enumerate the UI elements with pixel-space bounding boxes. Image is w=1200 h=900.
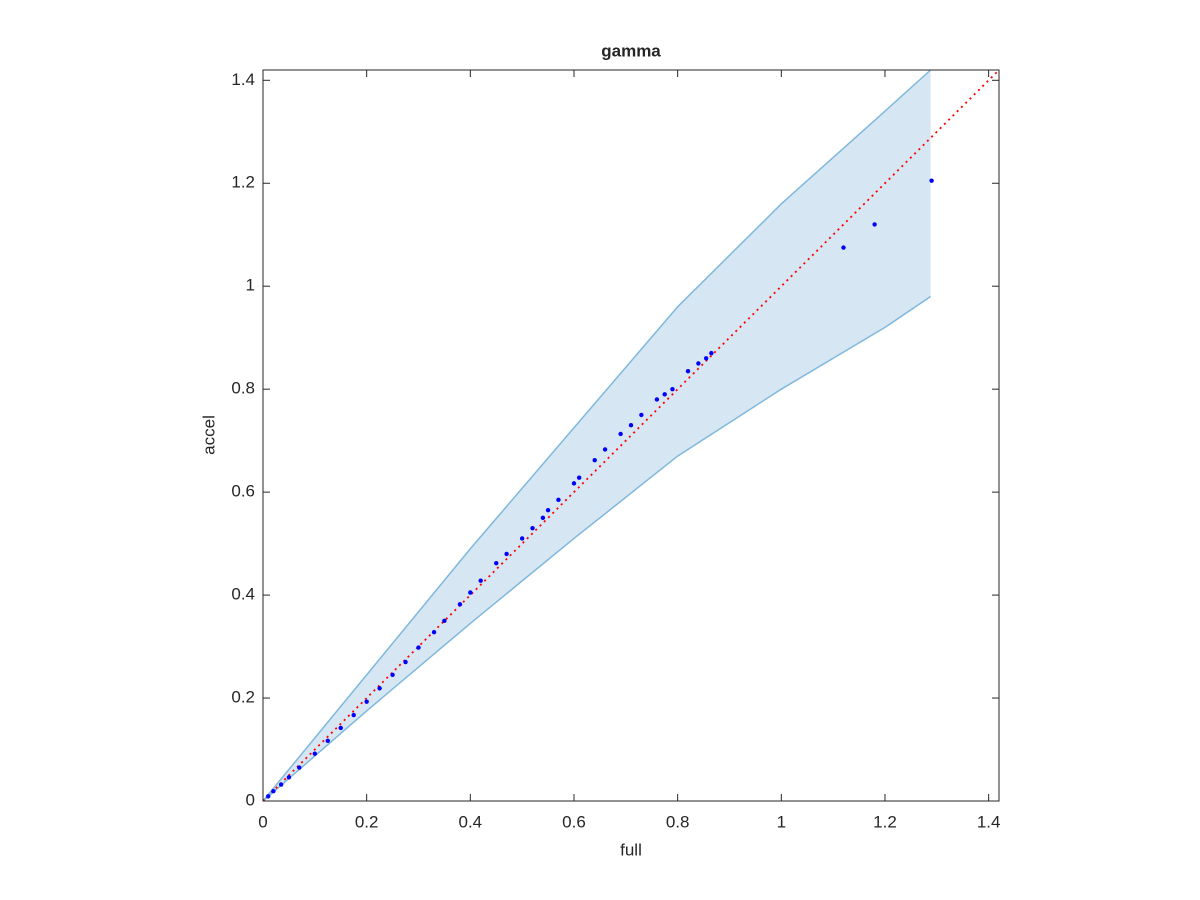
point	[416, 645, 421, 650]
y-tick-label: 1	[246, 276, 255, 295]
y-axis-label: accel	[199, 415, 218, 455]
x-tick-label: 1.2	[873, 812, 897, 831]
y-tick-label: 0.4	[231, 585, 255, 604]
x-tick-label: 0.2	[355, 812, 379, 831]
point	[929, 178, 934, 183]
x-tick-label: 0.4	[459, 812, 483, 831]
point	[325, 738, 330, 743]
point	[494, 560, 499, 566]
point	[696, 361, 701, 366]
y-tick-label: 0.2	[231, 688, 255, 707]
point	[602, 447, 608, 452]
point	[592, 458, 597, 463]
point	[628, 423, 634, 428]
x-axis-label: full	[620, 840, 642, 859]
band-lower	[262, 295, 932, 802]
point	[639, 412, 644, 418]
point	[685, 368, 691, 374]
point	[351, 712, 356, 718]
point	[278, 782, 284, 787]
point	[709, 350, 714, 356]
point	[571, 481, 577, 486]
x-tick-label: 0.8	[666, 812, 690, 831]
point	[556, 497, 561, 503]
y-tick-label: 1.4	[231, 70, 255, 89]
point	[431, 629, 437, 635]
point	[703, 356, 709, 361]
point	[390, 672, 395, 678]
point	[286, 775, 292, 780]
point	[297, 765, 302, 770]
point	[841, 245, 846, 250]
y-tick-label: 1.2	[231, 173, 255, 192]
point	[312, 751, 318, 756]
y-tick-label: 0.6	[231, 482, 255, 501]
plot-frame	[262, 69, 1000, 802]
point	[377, 686, 382, 691]
point	[457, 602, 463, 607]
x-tick-label: 0	[258, 812, 267, 831]
reference-line	[262, 69, 1000, 802]
x-tick-label: 1	[777, 812, 786, 831]
point	[271, 789, 276, 794]
point	[265, 794, 271, 799]
point	[670, 386, 675, 392]
confidence-band	[263, 70, 931, 801]
point	[872, 222, 877, 227]
point	[478, 578, 483, 583]
x-tick-label: 1.4	[977, 812, 1001, 831]
point	[519, 536, 525, 541]
point	[504, 551, 509, 557]
point	[576, 475, 582, 480]
band-upper	[262, 69, 932, 802]
point	[654, 397, 660, 402]
y-tick-label: 0.8	[231, 379, 255, 398]
x-tick-label: 0.6	[562, 812, 586, 831]
point	[364, 699, 369, 704]
point	[545, 507, 551, 513]
point	[403, 659, 408, 665]
chart-title: gamma	[601, 41, 661, 60]
y-tick-label: 0	[246, 790, 255, 809]
point	[530, 525, 535, 531]
point	[618, 431, 623, 437]
point	[662, 392, 667, 397]
point	[338, 725, 343, 731]
point	[442, 618, 447, 624]
point	[468, 590, 473, 595]
point	[540, 515, 546, 521]
